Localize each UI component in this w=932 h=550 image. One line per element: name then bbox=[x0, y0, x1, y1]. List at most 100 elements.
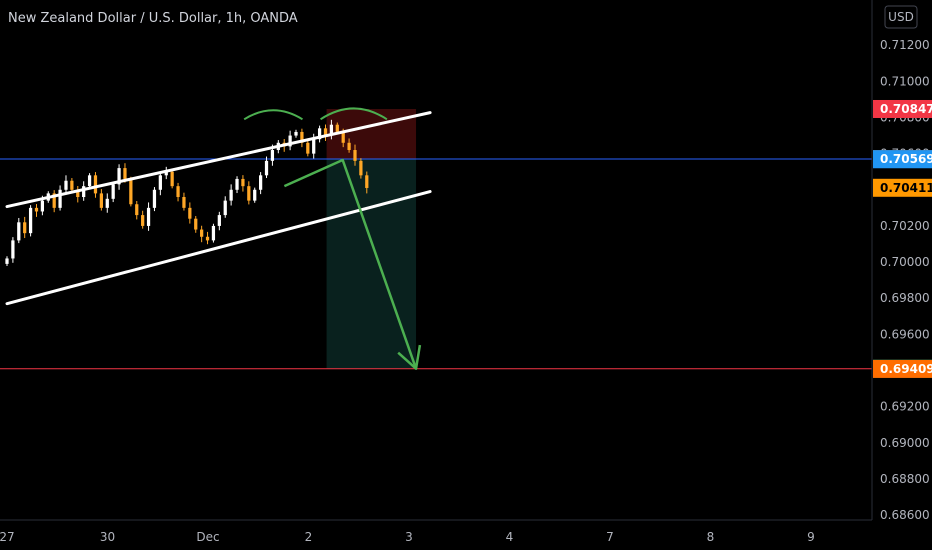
forecast-arrow-head[interactable] bbox=[397, 344, 422, 370]
candle-body bbox=[217, 215, 221, 226]
candle-body bbox=[300, 131, 304, 143]
candle-body bbox=[329, 124, 334, 136]
candle-body bbox=[288, 135, 292, 147]
drawings[interactable] bbox=[5, 107, 432, 370]
candle-body bbox=[34, 207, 39, 212]
candles bbox=[5, 119, 369, 267]
time-tick-label: 2 bbox=[305, 530, 313, 544]
candle-body bbox=[70, 180, 74, 190]
candle bbox=[170, 169, 174, 189]
candle bbox=[5, 256, 9, 267]
time-tick-label: 7 bbox=[606, 530, 614, 544]
price-tick-label: 0.69600 bbox=[880, 327, 930, 341]
candle bbox=[99, 189, 103, 211]
candle-body bbox=[111, 184, 115, 199]
candle-body bbox=[341, 131, 345, 143]
candle-body bbox=[123, 168, 127, 179]
candle bbox=[135, 200, 139, 220]
candle-body bbox=[129, 178, 133, 205]
currency-button-frame[interactable] bbox=[884, 5, 918, 29]
candle bbox=[93, 172, 98, 198]
time-tick-label: 3 bbox=[405, 530, 413, 544]
candle-body bbox=[152, 189, 157, 208]
stop-loss-zone[interactable] bbox=[326, 108, 417, 160]
candle-body bbox=[99, 193, 103, 208]
candle-body bbox=[158, 175, 162, 190]
candle bbox=[323, 124, 328, 141]
candle-body bbox=[40, 200, 45, 212]
candle bbox=[353, 144, 357, 166]
price-tick-label: 0.71000 bbox=[880, 74, 930, 88]
candle-body bbox=[235, 178, 239, 190]
candle bbox=[253, 187, 257, 203]
candle-body bbox=[135, 204, 139, 216]
candle bbox=[200, 225, 204, 243]
candle-body bbox=[52, 193, 56, 208]
candle-body bbox=[270, 150, 275, 161]
time-tick-label: 4 bbox=[506, 530, 514, 544]
candle bbox=[241, 175, 245, 192]
candle-body bbox=[347, 142, 351, 151]
candle bbox=[64, 175, 68, 195]
price-tag-background bbox=[873, 150, 932, 169]
candle-body bbox=[312, 139, 316, 154]
price-tick-label: 0.68600 bbox=[880, 508, 930, 522]
candle bbox=[205, 231, 210, 245]
currency-button-label[interactable]: USD bbox=[888, 10, 914, 24]
candle-body bbox=[170, 171, 174, 187]
candle bbox=[87, 173, 92, 189]
candle bbox=[70, 178, 74, 194]
chart-title: New Zealand Dollar / U.S. Dollar, 1h, OA… bbox=[8, 11, 298, 26]
currency-button[interactable]: USD bbox=[884, 5, 918, 29]
candle bbox=[194, 215, 198, 233]
forecast-arrow-path[interactable] bbox=[283, 158, 418, 370]
time-tick-label: Dec bbox=[196, 530, 219, 544]
candle bbox=[23, 216, 27, 239]
candle-body bbox=[146, 207, 151, 226]
price-tag-background bbox=[873, 178, 932, 197]
candle-body bbox=[323, 128, 328, 136]
candle bbox=[158, 171, 162, 196]
candle bbox=[146, 202, 151, 231]
candle bbox=[129, 176, 133, 207]
price-tick-label: 0.69200 bbox=[880, 400, 930, 414]
candle-body bbox=[229, 189, 233, 201]
candle bbox=[317, 125, 322, 143]
candle-body bbox=[205, 236, 210, 241]
candle bbox=[329, 119, 334, 140]
candle-body bbox=[253, 189, 257, 201]
candle bbox=[259, 172, 263, 195]
top-arc-2[interactable] bbox=[320, 107, 388, 121]
top-arc-1[interactable] bbox=[243, 109, 303, 121]
candle bbox=[176, 182, 180, 202]
candle bbox=[306, 138, 310, 157]
candle-body bbox=[223, 200, 227, 216]
candle-body bbox=[188, 207, 192, 219]
candle bbox=[11, 237, 15, 263]
take-profit-zone[interactable] bbox=[326, 159, 417, 369]
candle bbox=[164, 166, 168, 180]
candle bbox=[111, 181, 115, 203]
time-tick-label: 30 bbox=[100, 530, 115, 544]
price-tick-label: 0.69800 bbox=[880, 291, 930, 305]
candle bbox=[52, 190, 56, 213]
position-zones bbox=[326, 108, 417, 369]
candle bbox=[294, 129, 298, 138]
channel-upper-line[interactable] bbox=[5, 111, 432, 209]
price-tag-label: 0.70569 bbox=[880, 152, 932, 166]
price-tick-label: 0.70000 bbox=[880, 255, 930, 269]
candle bbox=[17, 217, 21, 244]
price-tag: 0.69409 bbox=[873, 359, 932, 378]
price-tick-label: 0.69000 bbox=[880, 436, 930, 450]
price-tick-label: 0.70200 bbox=[880, 219, 930, 233]
price-axis-panel[interactable] bbox=[872, 0, 932, 520]
candle-body bbox=[117, 168, 121, 185]
candle-body bbox=[23, 222, 27, 234]
candle bbox=[264, 156, 269, 179]
candle bbox=[300, 128, 304, 148]
candle-body bbox=[365, 175, 369, 188]
time-tick-label: 8 bbox=[707, 530, 715, 544]
